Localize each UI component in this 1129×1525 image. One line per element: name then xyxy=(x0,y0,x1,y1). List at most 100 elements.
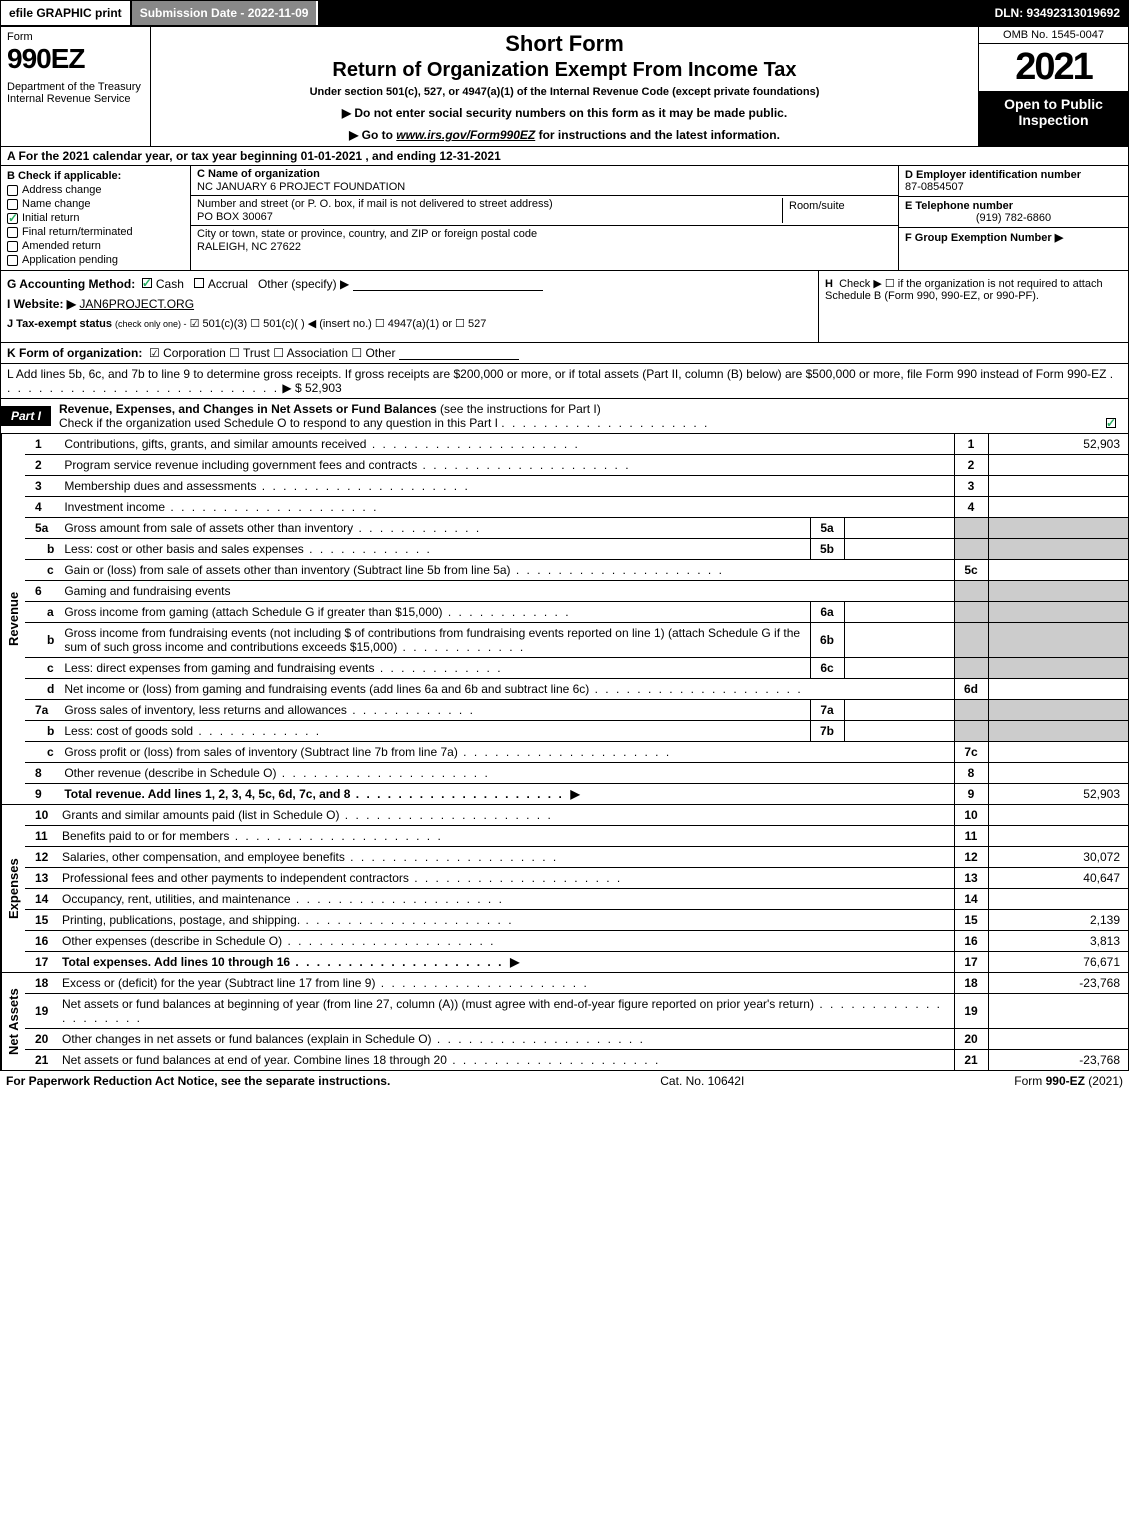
checkbox-icon[interactable] xyxy=(142,278,152,288)
line-desc: Net assets or fund balances at beginning… xyxy=(57,994,954,1029)
line-number: c xyxy=(25,658,59,679)
j-tax-status: J Tax-exempt status (check only one) - ☑… xyxy=(7,317,812,330)
line-desc: Other changes in net assets or fund bala… xyxy=(57,1029,954,1050)
line-amount: 3,813 xyxy=(988,931,1128,952)
line-ref: 18 xyxy=(954,973,988,994)
line-desc: Less: cost of goods sold xyxy=(59,721,810,742)
opt-application-pending[interactable]: Application pending xyxy=(7,254,184,266)
line-amount xyxy=(988,581,1128,602)
k-other-input[interactable] xyxy=(399,348,519,360)
line-amount xyxy=(988,700,1128,721)
line-desc: Other revenue (describe in Schedule O) xyxy=(59,763,954,784)
line-amount: 40,647 xyxy=(988,868,1128,889)
e-label: E Telephone number xyxy=(905,200,1122,212)
line-desc: Benefits paid to or for members xyxy=(57,826,954,847)
line-number: 20 xyxy=(25,1029,57,1050)
f-group: F Group Exemption Number ▶ xyxy=(899,228,1128,247)
checkbox-icon[interactable] xyxy=(194,278,204,288)
table-row: bLess: cost of goods sold7b xyxy=(25,721,1128,742)
efile-print[interactable]: efile GRAPHIC print xyxy=(1,1,132,25)
checkbox-icon[interactable] xyxy=(7,185,18,196)
table-row: 18Excess or (deficit) for the year (Subt… xyxy=(25,973,1128,994)
l-amt-label: ▶ $ xyxy=(282,381,305,395)
line-amount xyxy=(988,497,1128,518)
checkbox-icon[interactable] xyxy=(7,227,18,238)
checkbox-icon[interactable] xyxy=(1106,418,1116,428)
i-value[interactable]: JAN6PROJECT.ORG xyxy=(79,297,194,311)
line-amount xyxy=(988,679,1128,700)
dots xyxy=(501,416,709,430)
d-label: D Employer identification number xyxy=(905,169,1122,181)
mini-line-value xyxy=(844,602,954,623)
line-amount xyxy=(988,721,1128,742)
section-def: D Employer identification number 87-0854… xyxy=(898,166,1128,270)
footer-r-bold: 990-EZ xyxy=(1046,1074,1085,1088)
table-row: 3Membership dues and assessments3 xyxy=(25,476,1128,497)
table-row: 14Occupancy, rent, utilities, and mainte… xyxy=(25,889,1128,910)
instr-goto-pre: ▶ Go to xyxy=(349,128,396,142)
table-row: 2Program service revenue including gover… xyxy=(25,455,1128,476)
line-ref xyxy=(954,623,988,658)
line-ref: 1 xyxy=(954,434,988,455)
line-number: d xyxy=(25,679,59,700)
line-number: b xyxy=(25,721,59,742)
checkbox-icon[interactable] xyxy=(7,241,18,252)
c-street-value: PO BOX 30067 xyxy=(197,211,782,223)
line-amount: 76,671 xyxy=(988,952,1128,973)
i-label: I Website: ▶ xyxy=(7,297,76,311)
table-row: cGross profit or (loss) from sales of in… xyxy=(25,742,1128,763)
footer-right: Form 990-EZ (2021) xyxy=(1014,1074,1123,1088)
line-number: 19 xyxy=(25,994,57,1029)
line-number: 17 xyxy=(25,952,57,973)
opt-initial-return[interactable]: Initial return xyxy=(7,212,184,224)
line-desc: Gross amount from sale of assets other t… xyxy=(59,518,810,539)
ghij-left: G Accounting Method: Cash Accrual Other … xyxy=(1,271,818,342)
c-city-label: City or town, state or province, country… xyxy=(197,228,892,240)
line-number: 9 xyxy=(25,784,59,805)
section-bcdef: B Check if applicable: Address change Na… xyxy=(0,166,1129,271)
line-desc: Professional fees and other payments to … xyxy=(57,868,954,889)
opt-amended-return[interactable]: Amended return xyxy=(7,240,184,252)
j-label: J Tax-exempt status xyxy=(7,318,112,330)
table-row: 17Total expenses. Add lines 10 through 1… xyxy=(25,952,1128,973)
omb-number: OMB No. 1545-0047 xyxy=(979,27,1128,44)
line-desc: Printing, publications, postage, and shi… xyxy=(57,910,954,931)
form-title-box: Short Form Return of Organization Exempt… xyxy=(151,27,978,146)
d-ein: D Employer identification number 87-0854… xyxy=(899,166,1128,197)
line-desc: Total expenses. Add lines 10 through 16 … xyxy=(57,952,954,973)
g-cash: Cash xyxy=(156,277,184,291)
checkbox-icon[interactable] xyxy=(7,255,18,266)
form-word: Form xyxy=(7,31,144,43)
line-desc: Investment income xyxy=(59,497,954,518)
mini-line-number: 7b xyxy=(810,721,844,742)
part1-title: Revenue, Expenses, and Changes in Net As… xyxy=(51,399,1128,433)
g-other: Other (specify) ▶ xyxy=(258,277,349,291)
line-ref: 8 xyxy=(954,763,988,784)
page-footer: For Paperwork Reduction Act Notice, see … xyxy=(0,1071,1129,1091)
k-label: K Form of organization: xyxy=(7,346,142,360)
part1-tag: Part I xyxy=(1,406,51,426)
revenue-section: Revenue 1Contributions, gifts, grants, a… xyxy=(0,434,1129,805)
irs-link[interactable]: www.irs.gov/Form990EZ xyxy=(396,128,535,142)
line-desc: Gross income from gaming (attach Schedul… xyxy=(59,602,810,623)
opt-final-return[interactable]: Final return/terminated xyxy=(7,226,184,238)
line-number: 18 xyxy=(25,973,57,994)
topbar-spacer xyxy=(318,1,986,25)
line-desc: Contributions, gifts, grants, and simila… xyxy=(59,434,954,455)
checkbox-icon[interactable] xyxy=(7,213,18,224)
submission-date: Submission Date - 2022-11-09 xyxy=(132,1,319,25)
line-amount xyxy=(988,476,1128,497)
g-other-input[interactable] xyxy=(353,279,543,291)
opt-name-change[interactable]: Name change xyxy=(7,198,184,210)
mini-line-value xyxy=(844,539,954,560)
instr-goto: ▶ Go to www.irs.gov/Form990EZ for instru… xyxy=(157,128,972,142)
checkbox-icon[interactable] xyxy=(7,199,18,210)
opt-address-change[interactable]: Address change xyxy=(7,184,184,196)
row-a-taxyear: A For the 2021 calendar year, or tax yea… xyxy=(0,147,1129,166)
j-opts: ☑ 501(c)(3) ☐ 501(c)( ) ◀ (insert no.) ☐… xyxy=(190,318,487,330)
line-ref xyxy=(954,700,988,721)
line-number: b xyxy=(25,539,59,560)
c-name-label: C Name of organization xyxy=(197,168,892,180)
line-amount xyxy=(988,742,1128,763)
line-amount: 30,072 xyxy=(988,847,1128,868)
